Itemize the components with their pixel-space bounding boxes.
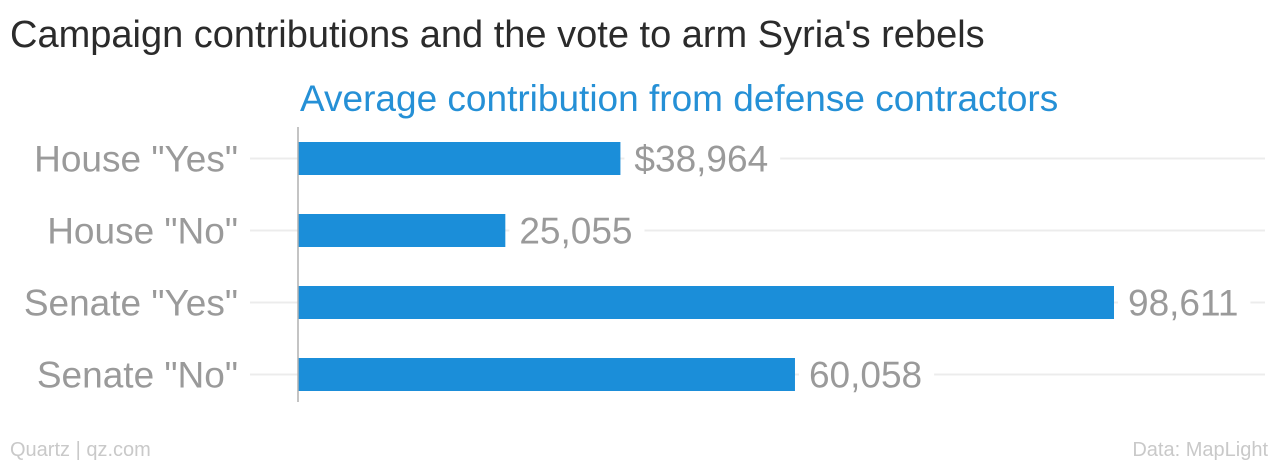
footer-source-left: Quartz | qz.com (10, 439, 151, 461)
bar (298, 142, 621, 175)
value-label: 25,055 (519, 211, 632, 252)
bars (298, 142, 1114, 391)
value-label: $38,964 (634, 139, 768, 180)
value-label: 98,611 (1128, 283, 1238, 324)
bar (298, 358, 795, 391)
category-label: House "Yes" (34, 139, 238, 180)
labels: House "Yes" $38,964 House "No" 25,055 Senate… (24, 136, 1251, 397)
value-label-background (509, 208, 645, 253)
gridlines (250, 157, 1265, 376)
bar (298, 214, 506, 247)
category-label: House "No" (47, 211, 238, 252)
value-label-background (798, 352, 935, 397)
value-label-background (624, 136, 781, 181)
category-label: Senate "No" (37, 355, 238, 396)
bar (298, 286, 1114, 319)
chart-title: Campaign contributions and the vote to a… (10, 14, 985, 56)
chart-subtitle: Average contribution from defense contra… (300, 78, 1059, 119)
value-label-background (1118, 280, 1251, 325)
category-label: Senate "Yes" (24, 283, 238, 324)
value-label: 60,058 (809, 355, 922, 396)
footer-source-right: Data: MapLight (1132, 439, 1268, 461)
